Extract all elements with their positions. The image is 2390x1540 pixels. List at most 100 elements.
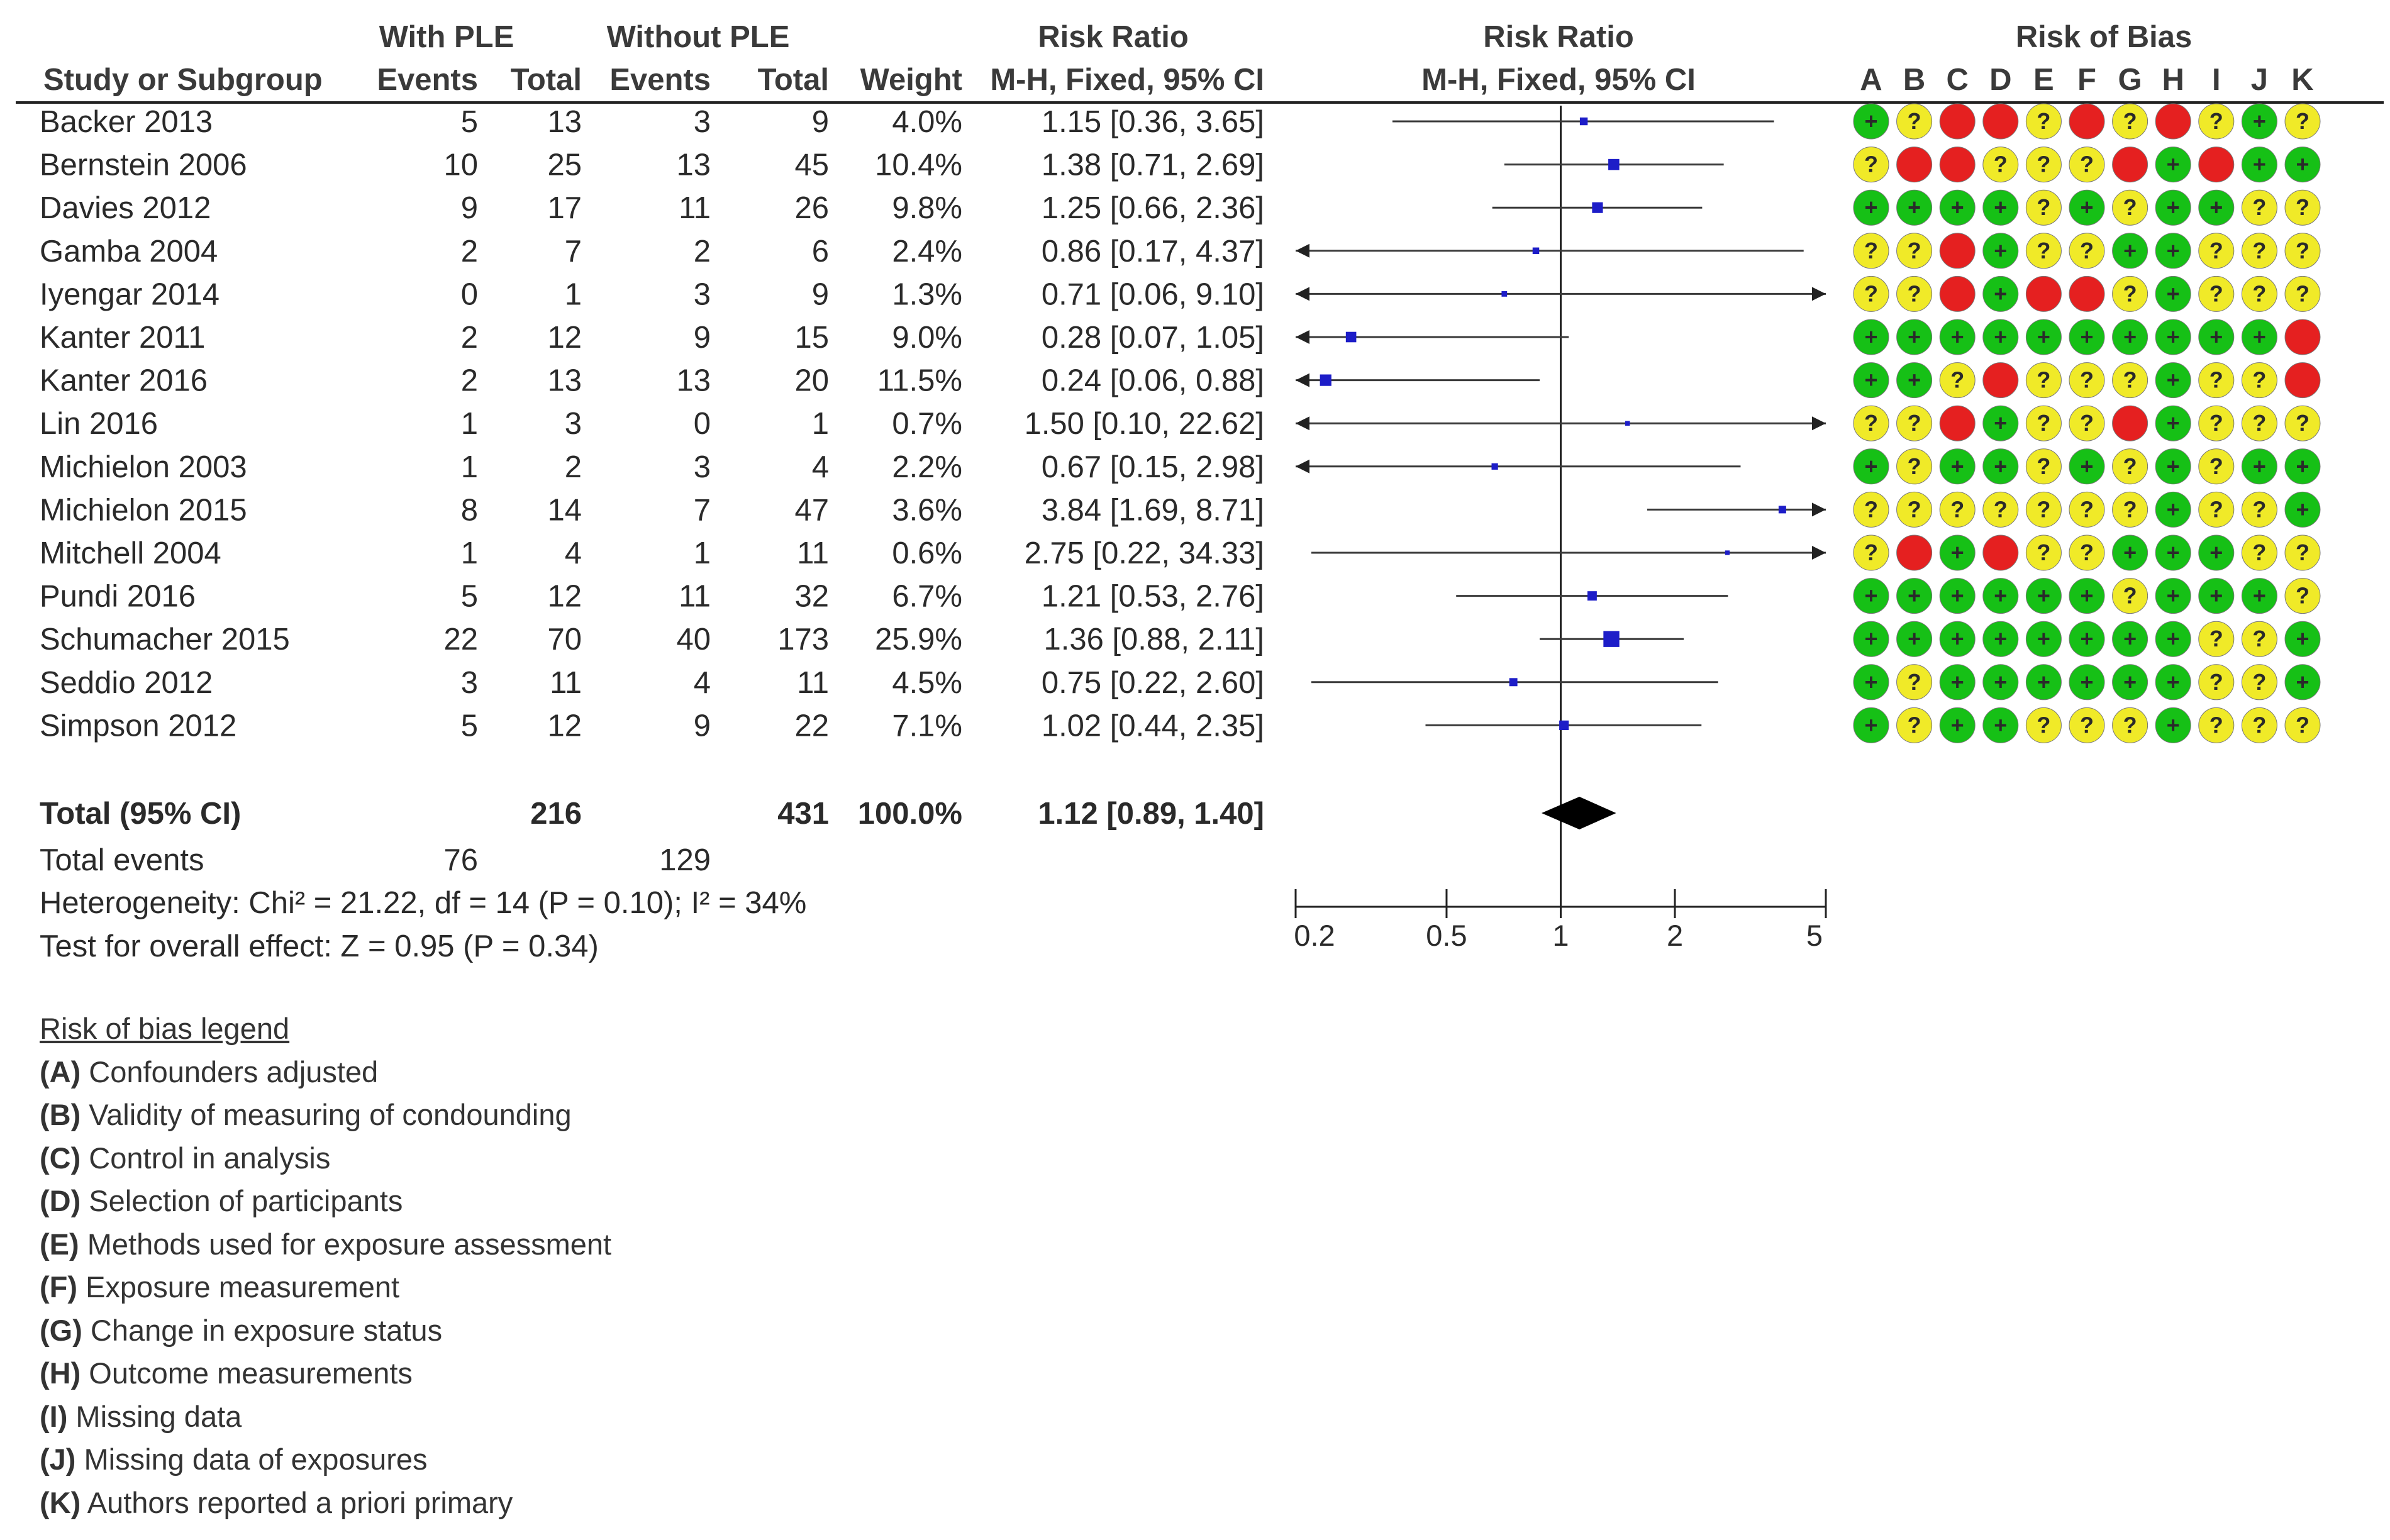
risk-of-bias-symbol: ? (2080, 496, 2094, 522)
risk-of-bias-symbol: + (2167, 540, 2180, 565)
ci-arrow-left (1296, 373, 1309, 387)
events-with-ple: 2 (461, 364, 478, 398)
risk-of-bias-dot (2155, 405, 2191, 441)
risk-of-bias-dot (1982, 535, 2019, 571)
events-without-ple: 7 (694, 493, 711, 527)
risk-of-bias-dot (2025, 233, 2062, 269)
risk-of-bias-dot (2198, 362, 2235, 399)
point-estimate-square (1579, 117, 1588, 126)
table-row: Michielon 2015 8 14 7 47 3.6% 3.84 [1.69, 8.71… (40, 491, 2321, 528)
risk-of-bias-symbol: ? (1864, 280, 1878, 306)
ci-arrow-right (1812, 546, 1826, 560)
risk-of-bias-dot (2025, 103, 2062, 140)
risk-of-bias-symbol: + (1951, 324, 1964, 350)
risk-of-bias-symbol: + (1994, 583, 2007, 609)
risk-of-bias-dot (2155, 578, 2191, 614)
overall-effect-text: Test for overall effect: Z = 0.95 (P = 0… (40, 929, 599, 963)
legend-letter: (G) (40, 1313, 82, 1347)
rob-column-letter: I (2212, 63, 2221, 97)
heterogeneity-text: Heterogeneity: Chi² = 21.22, df = 14 (P … (40, 886, 806, 920)
events-with-ple: 2 (461, 235, 478, 269)
table-row: Kanter 2016 2 13 13 20 11.5% 0.24 [0.06, 0.88]… (40, 362, 2321, 399)
total-weight: 100.0% (858, 797, 962, 831)
risk-of-bias-dot (2069, 319, 2105, 355)
rob-column-letter: E (2033, 63, 2054, 97)
risk-of-bias-dot (1939, 233, 1976, 269)
risk-of-bias-symbol: ? (1864, 152, 1878, 177)
total-without-ple: 9 (812, 277, 829, 311)
total-row: Total (95% CI) 216 431 100.0% 1.12 [0.89, 1.… (40, 797, 1616, 831)
legend-letter: (H) (40, 1356, 81, 1390)
risk-of-bias-symbol: ? (2037, 367, 2050, 393)
risk-of-bias-symbol: + (1994, 194, 2007, 220)
risk-of-bias-dot (2241, 362, 2277, 399)
risk-of-bias-dot (2069, 147, 2105, 183)
risk-of-bias-symbol: + (1908, 626, 1921, 651)
risk-of-bias-symbol: ? (2123, 453, 2137, 479)
risk-of-bias-symbol: + (2080, 194, 2093, 220)
total-without-ple-n: 431 (777, 797, 829, 831)
weight-header: Weight (860, 63, 962, 97)
study-name: Kanter 2016 (40, 364, 208, 398)
risk-of-bias-symbol: + (1951, 194, 1964, 220)
risk-of-bias-dot (2284, 405, 2321, 441)
legend-item-h: (H) Outcome measurements (40, 1352, 611, 1395)
risk-of-bias-dot (2025, 275, 2062, 312)
study-name: Pundi 2016 (40, 580, 196, 614)
risk-of-bias-symbol: + (2167, 496, 2180, 522)
events-without-ple: 0 (694, 407, 711, 441)
study-weight: 9.8% (892, 191, 962, 225)
total-with-ple: 3 (565, 407, 582, 441)
risk-of-bias-dot (2112, 491, 2148, 528)
risk-of-bias-dot (2241, 319, 2277, 355)
total-without-ple: 1 (812, 407, 829, 441)
risk-of-bias-dot (1896, 189, 1933, 226)
legend-text: Missing data of exposures (75, 1443, 428, 1476)
events-with-ple: 1 (461, 450, 478, 484)
risk-of-bias-symbol: + (2167, 626, 2180, 651)
risk-of-bias-dot (1982, 621, 2019, 657)
risk-of-bias-dot (1982, 319, 2019, 355)
risk-of-bias-dot (1853, 448, 1889, 485)
risk-of-bias-dot (2112, 664, 2148, 701)
risk-ratio-ci: 1.50 [0.10, 22.62] (1025, 407, 1264, 441)
events-with-ple: 5 (461, 580, 478, 614)
risk-of-bias-symbol: + (1951, 540, 1964, 565)
risk-of-bias-symbol: ? (1950, 367, 1964, 393)
risk-of-bias-dot (2284, 362, 2321, 399)
risk-of-bias-symbol: + (1908, 194, 1921, 220)
risk-of-bias-dot (2198, 578, 2235, 614)
total-with-ple: 1 (565, 277, 582, 311)
study-weight: 25.9% (875, 623, 962, 656)
events-without-ple: 40 (676, 623, 711, 656)
risk-of-bias-dot (1939, 189, 1976, 226)
events-with-ple: 3 (461, 666, 478, 700)
total-events-label: Total events (40, 843, 204, 877)
study-name: Schumacher 2015 (40, 623, 290, 656)
events-without-ple: 3 (694, 105, 711, 139)
risk-of-bias-symbol: ? (2252, 238, 2266, 263)
total-without-ple: 15 (794, 321, 829, 355)
legend-item-i: (I) Missing data (40, 1395, 611, 1439)
risk-of-bias-symbol: + (1994, 712, 2007, 738)
risk-of-bias-dot (1853, 707, 1889, 743)
legend-text: Selection of participants (81, 1184, 403, 1217)
risk-of-bias-dot (1853, 319, 1889, 355)
risk-of-bias-dot (2069, 621, 2105, 657)
point-estimate-square (1509, 678, 1518, 687)
table-row: Schumacher 2015 22 70 40 173 25.9% 1.36 [0.88,… (40, 621, 2321, 657)
risk-of-bias-dot (1896, 664, 1933, 701)
legend-item-k: (K) Authors reported a priori primary (40, 1482, 611, 1525)
risk-of-bias-dot (2069, 233, 2105, 269)
x-tick-label: 5 (1806, 919, 1823, 952)
risk-of-bias-dot (1896, 103, 1933, 140)
risk-of-bias-dot (1982, 362, 2019, 399)
rob-column-letter: F (2077, 63, 2096, 97)
risk-of-bias-header: Risk of Bias (2016, 20, 2192, 54)
risk-of-bias-dot (2198, 103, 2235, 140)
risk-of-bias-symbol: ? (2209, 712, 2223, 738)
risk-of-bias-symbol: + (1908, 367, 1921, 393)
risk-of-bias-symbol: + (2123, 238, 2137, 263)
study-name: Mitchell 2004 (40, 536, 221, 570)
risk-of-bias-symbol: ? (2209, 496, 2223, 522)
